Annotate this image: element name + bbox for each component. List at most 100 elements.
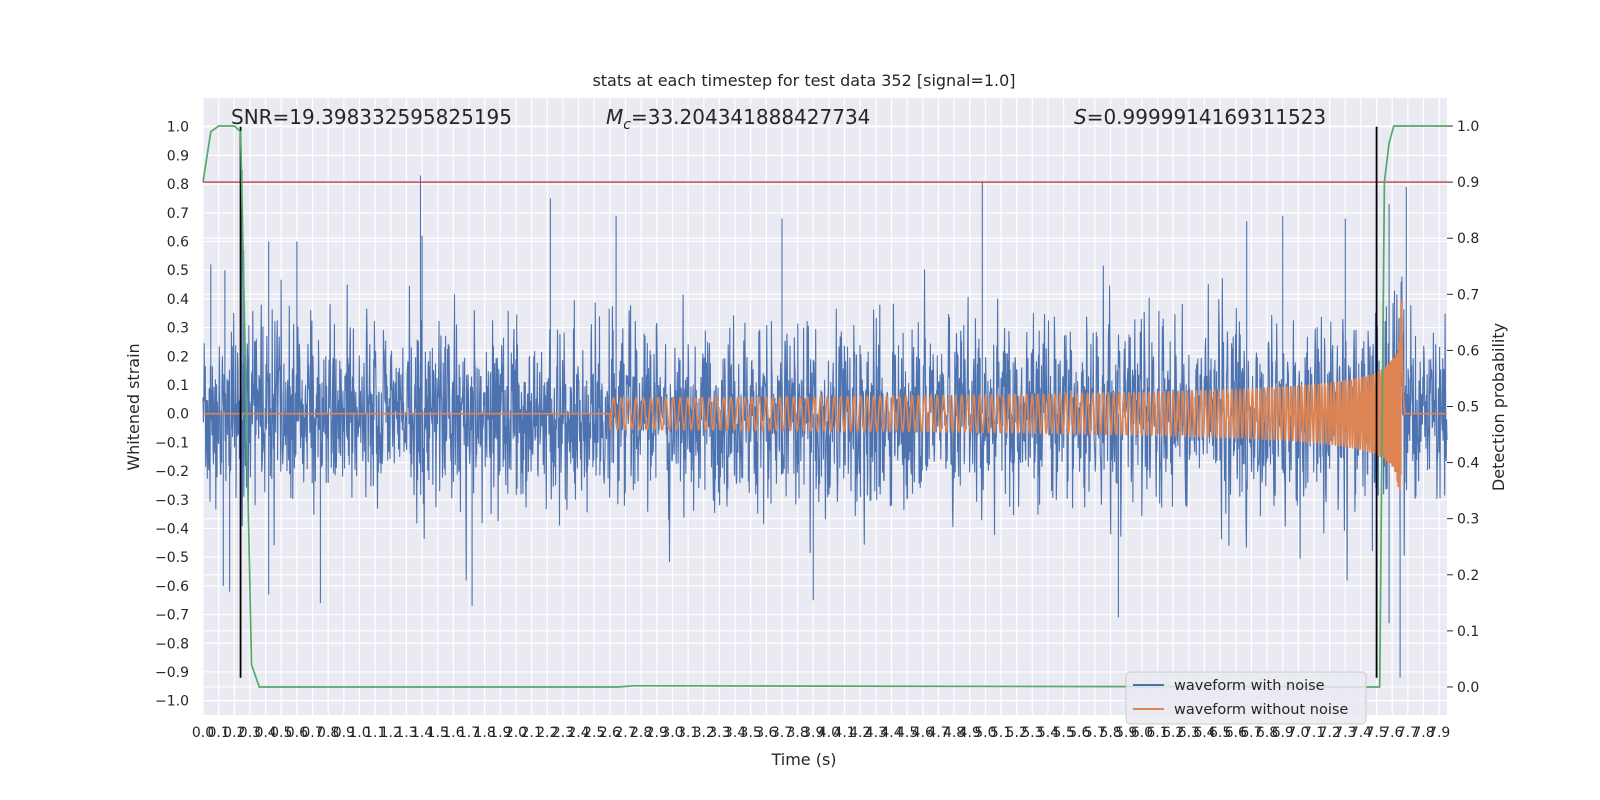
x-tick-label: 0.2 — [223, 725, 245, 741]
y-tick-label: 0.3 — [167, 321, 189, 337]
y-tick-label: −0.8 — [155, 636, 189, 652]
y2-axis-ticks: 1.0 0.9 0.8 0.7 0.6 0.5 0.4 0.3 0.2 0.1 0.0 — [1447, 119, 1479, 696]
x-tick-label: 3.6 — [755, 725, 777, 741]
x-tick-label: 4.5 — [896, 725, 918, 741]
y-tick-label: 0.9 — [167, 148, 189, 164]
x-tick-label: 2.5 — [583, 725, 605, 741]
x-tick-label: 3.5 — [740, 725, 762, 741]
y-tick-label: −0.3 — [155, 493, 189, 509]
x-tick-label: 4.3 — [865, 725, 887, 741]
x-tick-label: 1.7 — [458, 725, 480, 741]
x-tick-label: 4.0 — [818, 725, 840, 741]
x-tick-label: 7.7 — [1397, 725, 1419, 741]
x-tick-label: 4.4 — [880, 725, 902, 741]
x-tick-label: 6.4 — [1193, 725, 1215, 741]
series-layer — [202, 125, 1448, 688]
x-tick-label: 3.4 — [724, 725, 746, 741]
y-tick-label: −0.2 — [155, 464, 189, 480]
x-tick-label: 6.2 — [1162, 725, 1184, 741]
x-tick-label: 7.0 — [1287, 725, 1309, 741]
annotation-score-symbol: S — [1074, 105, 1087, 129]
x-tick-label: 1.4 — [411, 725, 433, 741]
x-tick-label: 5.9 — [1115, 725, 1137, 741]
y-axis-label: Whitened strain — [124, 343, 143, 470]
x-tick-label: 4.7 — [927, 725, 949, 741]
x-tick-label: 1.0 — [348, 725, 370, 741]
x-tick-label: 5.4 — [1037, 725, 1059, 741]
y-tick-label: 0.2 — [167, 349, 189, 365]
x-tick-label: 0.3 — [239, 725, 261, 741]
series-waveform-with-noise — [202, 169, 1448, 678]
x-tick-label: 0.5 — [270, 725, 292, 741]
annotation-chirp-mass-value: =33.204341888427734 — [631, 105, 870, 129]
y-tick-label: 1.0 — [167, 120, 189, 136]
x-tick-label: 6.6 — [1225, 725, 1247, 741]
x-tick-label: 2.6 — [599, 725, 621, 741]
x-tick-label: 2.4 — [567, 725, 589, 741]
y-axis-ticks: 1.0 0.9 0.8 0.7 0.6 0.5 0.4 0.3 0.2 0.1 0.0 −0.1 −0.… — [155, 120, 189, 710]
x-tick-label: 5.6 — [1068, 725, 1090, 741]
x-axis-label: Time (s) — [770, 750, 836, 769]
y-tick-label: 0.5 — [167, 263, 189, 279]
y-tick-label: 0.8 — [167, 177, 189, 193]
x-tick-label: 1.5 — [427, 725, 449, 741]
chart-title: stats at each timestep for test data 352… — [592, 71, 1015, 90]
y2-tick-label: 0.5 — [1457, 400, 1479, 416]
x-tick-label: 4.8 — [943, 725, 965, 741]
x-tick-label: 5.2 — [1006, 725, 1028, 741]
y2-tick-label: 0.1 — [1457, 624, 1479, 640]
legend-box — [1125, 671, 1367, 725]
y-tick-label: −0.5 — [155, 550, 189, 566]
x-tick-label: 1.3 — [395, 725, 417, 741]
annotation-snr: SNR=19.398332595825195 — [231, 105, 512, 129]
y-tick-label: −0.6 — [155, 579, 189, 595]
x-tick-label: 7.9 — [1428, 725, 1450, 741]
x-tick-label: 1.2 — [380, 725, 402, 741]
legend-label-waveform-without-noise: waveform without noise — [1174, 702, 1348, 718]
x-tick-label: 4.6 — [912, 725, 934, 741]
x-tick-label: 0.7 — [301, 725, 323, 741]
y-tick-label: 0.6 — [167, 234, 189, 250]
x-tick-label: 0.1 — [208, 725, 230, 741]
x-tick-label: 0.0 — [192, 725, 214, 741]
x-axis-ticks: 0.00.10.20.30.40.50.60.70.80.91.01.11.21… — [192, 725, 1450, 741]
x-tick-label: 5.5 — [1052, 725, 1074, 741]
x-tick-label: 7.4 — [1350, 725, 1372, 741]
series-detection-probability — [202, 125, 1447, 688]
y2-tick-label: 0.0 — [1457, 680, 1479, 696]
annotation-score-value: =0.9999914169311523 — [1087, 105, 1326, 129]
y2-tick-label: 0.2 — [1457, 568, 1479, 584]
annotation-chirp-mass-symbol: M — [606, 105, 623, 129]
x-tick-label: 3.0 — [661, 725, 683, 741]
legend-label-waveform-with-noise: waveform with noise — [1174, 678, 1325, 694]
x-tick-label: 6.7 — [1240, 725, 1262, 741]
x-tick-label: 3.7 — [771, 725, 793, 741]
x-tick-label: 2.0 — [505, 725, 527, 741]
x-tick-label: 7.2 — [1319, 725, 1341, 741]
x-tick-label: 6.9 — [1272, 725, 1294, 741]
y2-tick-label: 0.3 — [1457, 512, 1479, 528]
x-tick-label: 5.1 — [990, 725, 1012, 741]
x-tick-label: 7.6 — [1381, 725, 1403, 741]
x-tick-label: 5.8 — [1099, 725, 1121, 741]
x-tick-label: 2.1 — [520, 725, 542, 741]
x-tick-label: 0.9 — [333, 725, 355, 741]
x-tick-label: 2.2 — [536, 725, 558, 741]
y-tick-label: −0.9 — [155, 665, 189, 681]
x-tick-label: 6.0 — [1131, 725, 1153, 741]
series-waveform-without-noise — [202, 299, 1448, 492]
x-tick-label: 2.3 — [552, 725, 574, 741]
y2-tick-label: 1.0 — [1457, 119, 1479, 135]
x-tick-label: 3.2 — [693, 725, 715, 741]
x-tick-label: 4.2 — [849, 725, 871, 741]
y-tick-label: 0.0 — [167, 407, 189, 423]
y2-tick-label: 0.6 — [1457, 343, 1479, 359]
x-tick-label: 3.1 — [677, 725, 699, 741]
x-tick-label: 4.1 — [833, 725, 855, 741]
x-tick-label: 0.4 — [254, 725, 276, 741]
annotation-chirp-mass-subscript: c — [623, 117, 631, 133]
y-tick-label: −1.0 — [155, 694, 189, 710]
y2-tick-label: 0.9 — [1457, 175, 1479, 191]
y-tick-label: −0.7 — [155, 608, 189, 624]
